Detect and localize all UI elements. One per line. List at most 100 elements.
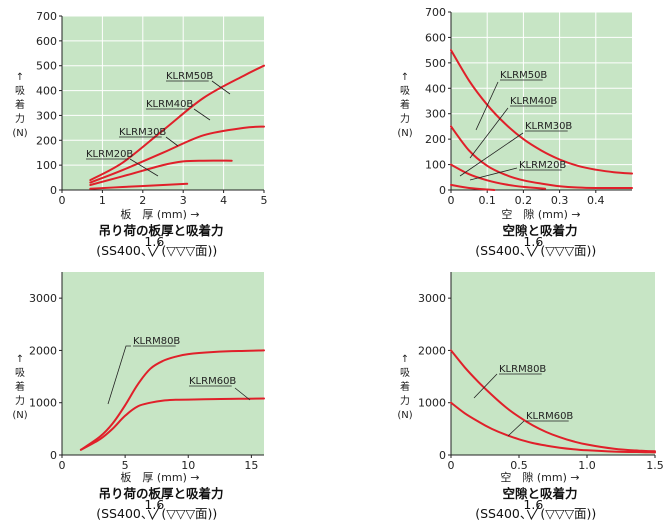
series-line-klrm40b xyxy=(89,125,265,184)
y-axis-label: (N) xyxy=(12,128,27,139)
x-tick-label: 3 xyxy=(180,194,187,207)
y-tick-label: 1000 xyxy=(29,397,57,410)
x-tick-label: 0.4 xyxy=(587,194,605,207)
x-tick-label: 5 xyxy=(122,459,129,472)
chart-caption: 空隙と吸着力 xyxy=(502,486,577,501)
y-tick-label: 300 xyxy=(36,109,57,122)
y-tick-label: 500 xyxy=(36,60,57,73)
series-line-klrm80b xyxy=(450,349,656,453)
series-label-klrm40b: KLRM40B xyxy=(510,96,557,107)
chart-caption-sub: (SS400、1.6(▽▽▽面)) xyxy=(475,497,596,521)
y-axis-label: 力 xyxy=(15,394,25,407)
plot-area xyxy=(62,272,264,455)
series-line-klrm50b xyxy=(450,49,633,175)
series-label-leader xyxy=(129,158,159,177)
x-tick-label: 1.0 xyxy=(578,459,596,472)
caption-roughness-value: 1.6 xyxy=(144,497,164,512)
series-label-leader xyxy=(507,420,525,437)
series-label-klrm80b: KLRM80B xyxy=(133,336,180,347)
roughness-symbol-icon xyxy=(147,241,161,258)
y-axis-label: 吸 xyxy=(15,368,25,379)
x-tick-label: 0 xyxy=(448,459,455,472)
caption-roughness-value: 1.6 xyxy=(523,234,543,249)
y-tick-label: 200 xyxy=(425,133,446,146)
series-label-klrm30b: KLRM30B xyxy=(525,121,572,132)
x-axis-label: 板 厚 (mm) → xyxy=(120,207,199,221)
series-label-leader xyxy=(107,345,131,405)
chart-caption: 空隙と吸着力 xyxy=(502,223,577,238)
y-axis-label: 力 xyxy=(400,112,410,125)
y-tick-label: 200 xyxy=(36,134,57,147)
y-tick-label: 0 xyxy=(439,449,446,462)
series-label-klrm50b: KLRM50B xyxy=(500,70,547,81)
y-tick-label: 400 xyxy=(36,85,57,98)
y-axis-label: (N) xyxy=(397,410,412,421)
x-tick-label: 0.5 xyxy=(510,459,528,472)
chart-panel-2: 0 0.1 0.2 0.3 0.4 0 100 200 300 400 500 600 700 KLRM5… xyxy=(397,6,633,258)
x-tick-label: 2 xyxy=(139,194,146,207)
y-tick-label: 400 xyxy=(425,82,446,95)
y-tick-label: 2000 xyxy=(418,344,446,357)
series-line-klrm40b xyxy=(450,125,633,190)
x-tick-label: 0.2 xyxy=(515,194,533,207)
series-label-klrm60b: KLRM60B xyxy=(189,376,236,387)
y-axis-label: (N) xyxy=(397,128,412,139)
roughness-symbol-icon xyxy=(526,241,540,258)
series-label-leader xyxy=(165,136,179,147)
series-label-klrm80b: KLRM80B xyxy=(499,364,546,375)
series-label-leader xyxy=(475,81,499,131)
series-label-klrm50b: KLRM50B xyxy=(166,71,213,82)
series-line-klrm60b xyxy=(79,397,265,451)
x-tick-label: 0 xyxy=(59,194,66,207)
series-line-klrm80b xyxy=(79,349,265,451)
y-axis-label: (N) xyxy=(12,410,27,421)
series-line-klrm20b xyxy=(89,182,189,190)
chart-caption: 吊り荷の板厚と吸着力 xyxy=(98,486,223,501)
x-axis-label: 板 厚 (mm) → xyxy=(120,470,199,484)
caption-material: (SS400、 xyxy=(96,243,153,258)
roughness-symbol-icon xyxy=(147,504,161,521)
y-tick-label: 0 xyxy=(50,184,57,197)
caption-material: (SS400、 xyxy=(475,506,532,521)
series-label-klrm20b: KLRM20B xyxy=(86,149,133,160)
series-label-klrm30b: KLRM30B xyxy=(119,127,166,138)
y-axis-label: 着 xyxy=(400,98,410,111)
y-axis-label: 着 xyxy=(400,380,410,393)
series-line-klrm20b xyxy=(450,183,496,191)
x-tick-label: 0.1 xyxy=(478,194,496,207)
y-tick-label: 700 xyxy=(36,10,57,23)
y-tick-label: 300 xyxy=(425,108,446,121)
caption-finish: (▽▽▽面)) xyxy=(540,506,596,521)
series-label-klrm60b: KLRM60B xyxy=(526,411,573,422)
chart-caption-sub: (SS400、1.6(▽▽▽面)) xyxy=(96,497,217,521)
x-tick-label: 0 xyxy=(59,459,66,472)
x-tick-label: 1 xyxy=(99,194,106,207)
y-axis-label: 着 xyxy=(15,380,25,393)
y-axis-label: ↑ xyxy=(16,72,24,83)
series-label-klrm20b: KLRM20B xyxy=(519,160,566,171)
chart-panel-1: 0 1 2 3 4 5 0 100 200 300 400 500 600 700 KLRM50B KLRM4… xyxy=(12,10,267,258)
y-tick-label: 600 xyxy=(425,31,446,44)
x-tick-label: 5 xyxy=(261,194,268,207)
series-line-klrm30b xyxy=(450,163,547,190)
series-label-leader xyxy=(193,108,211,121)
y-tick-label: 2000 xyxy=(29,344,57,357)
x-tick-label: 0 xyxy=(448,194,455,207)
x-tick-label: 4 xyxy=(220,194,227,207)
y-axis-label: 着 xyxy=(15,98,25,111)
y-axis-label: ↑ xyxy=(401,72,409,83)
series-line-klrm60b xyxy=(450,401,656,454)
y-tick-label: 500 xyxy=(425,57,446,70)
series-label-leader xyxy=(234,387,251,401)
chart-caption-sub: (SS400、1.6(▽▽▽面)) xyxy=(96,234,217,258)
y-tick-label: 0 xyxy=(439,184,446,197)
caption-roughness-value: 1.6 xyxy=(523,497,543,512)
series-label-leader xyxy=(469,167,518,181)
x-tick-label: 0.3 xyxy=(551,194,569,207)
caption-finish: (▽▽▽面)) xyxy=(540,243,596,258)
caption-material: (SS400、 xyxy=(96,506,153,521)
chart-caption-sub: (SS400、1.6(▽▽▽面)) xyxy=(475,234,596,258)
x-tick-label: 10 xyxy=(181,459,195,472)
y-tick-label: 700 xyxy=(425,6,446,19)
